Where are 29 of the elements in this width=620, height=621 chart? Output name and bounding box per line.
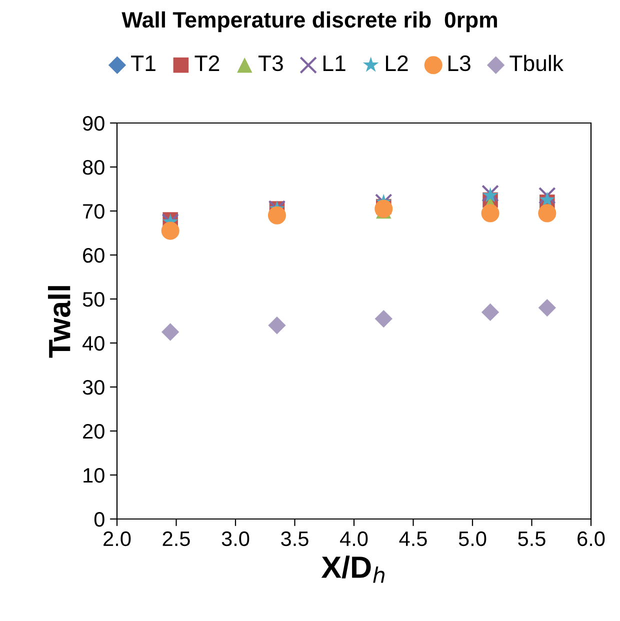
y-tick-label: 60 [83,248,104,263]
chart-title: Wall Temperature discrete rib 0rpm [122,11,497,32]
legend-label: Tbulk [510,54,564,72]
y-axis-title: Twall [48,286,70,358]
y-tick-label: 50 [82,292,104,307]
x-tick-label: 4.5 [399,532,427,546]
y-tick-label: 0 [94,512,104,527]
legend-label: L2 [386,55,408,71]
legend-label: T2 [194,55,220,71]
y-tick-label: 90 [83,116,104,131]
x-tick-label: 5.5 [518,532,546,546]
y-tick-label: 70 [83,204,104,219]
y-tick-label: 40 [82,336,104,351]
x-tick-label: 4.0 [340,531,368,546]
x-tick-label: 5.0 [458,531,486,546]
x-tick-label: 2.0 [104,531,131,546]
y-tick-label: 20 [83,424,104,439]
legend-label: T3 [258,55,283,72]
x-tick-label: 6.0 [578,531,605,546]
y-tick-label: 10 [84,468,104,483]
legend-label: T1 [131,56,156,71]
x-tick-label: 3.0 [222,531,250,546]
x-tick-label: 2.5 [162,531,190,546]
legend-label: L1 [324,56,346,71]
y-tick-label: 80 [82,160,104,175]
x-tick-label: 3.5 [281,531,308,546]
x-axis-title: X/D$_{h}$ [321,556,384,583]
legend-label: L3 [448,55,470,72]
y-tick-label: 30 [82,380,104,395]
